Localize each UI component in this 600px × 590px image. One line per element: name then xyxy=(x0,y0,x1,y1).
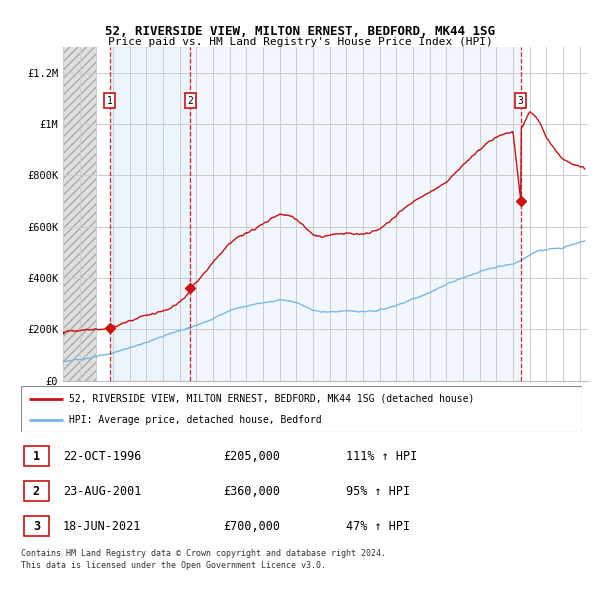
Text: Contains HM Land Registry data © Crown copyright and database right 2024.: Contains HM Land Registry data © Crown c… xyxy=(21,549,386,558)
Text: 22-OCT-1996: 22-OCT-1996 xyxy=(63,450,142,463)
Text: This data is licensed under the Open Government Licence v3.0.: This data is licensed under the Open Gov… xyxy=(21,560,326,569)
FancyBboxPatch shape xyxy=(21,386,582,432)
Text: 2: 2 xyxy=(33,484,40,498)
Text: 1: 1 xyxy=(107,96,113,106)
FancyBboxPatch shape xyxy=(24,516,49,536)
Bar xyxy=(63,47,97,381)
Text: £360,000: £360,000 xyxy=(223,484,280,498)
Text: 3: 3 xyxy=(33,520,40,533)
Text: 52, RIVERSIDE VIEW, MILTON ERNEST, BEDFORD, MK44 1SG: 52, RIVERSIDE VIEW, MILTON ERNEST, BEDFO… xyxy=(105,25,495,38)
Text: 95% ↑ HPI: 95% ↑ HPI xyxy=(346,484,410,498)
Text: 2: 2 xyxy=(187,96,193,106)
Text: £700,000: £700,000 xyxy=(223,520,280,533)
Text: 18-JUN-2021: 18-JUN-2021 xyxy=(63,520,142,533)
Text: 52, RIVERSIDE VIEW, MILTON ERNEST, BEDFORD, MK44 1SG (detached house): 52, RIVERSIDE VIEW, MILTON ERNEST, BEDFO… xyxy=(68,394,474,404)
Text: 47% ↑ HPI: 47% ↑ HPI xyxy=(346,520,410,533)
Text: HPI: Average price, detached house, Bedford: HPI: Average price, detached house, Bedf… xyxy=(68,415,322,425)
Text: 23-AUG-2001: 23-AUG-2001 xyxy=(63,484,142,498)
FancyBboxPatch shape xyxy=(24,447,49,466)
Text: 3: 3 xyxy=(518,96,524,106)
Text: £205,000: £205,000 xyxy=(223,450,280,463)
Bar xyxy=(190,47,521,381)
Text: Price paid vs. HM Land Registry's House Price Index (HPI): Price paid vs. HM Land Registry's House … xyxy=(107,37,493,47)
Text: 111% ↑ HPI: 111% ↑ HPI xyxy=(346,450,418,463)
Text: 1: 1 xyxy=(33,450,40,463)
Bar xyxy=(110,47,190,381)
FancyBboxPatch shape xyxy=(24,481,49,501)
